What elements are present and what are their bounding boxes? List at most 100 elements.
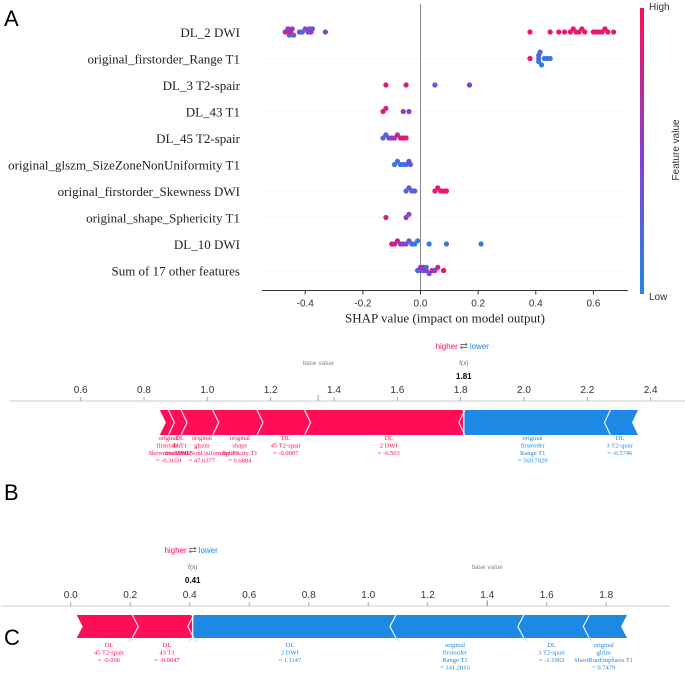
feature-label: original_glszm_SizeZoneNonUniformity T1 — [8, 158, 240, 173]
force-negative-divider — [187, 614, 195, 639]
shap-point — [415, 238, 421, 244]
force-negative-divider — [582, 614, 590, 639]
panel-label-b: B — [4, 480, 19, 505]
force-plot-b: higher ⇄ lower f(x) 1.81 base value 0.6 0.8 1.0 1… — [9, 341, 685, 465]
force-positive-label: original — [230, 435, 250, 442]
force-positive-leader — [165, 433, 170, 436]
shap-point — [426, 241, 432, 247]
shap-point — [537, 49, 543, 55]
fx-label: f(x) — [459, 360, 468, 367]
force-negative-label: 3 T2-spair — [538, 650, 566, 657]
force-negative-divider — [603, 409, 611, 436]
feature-label: DL_45 T2-spair — [156, 131, 241, 146]
shap-point — [403, 135, 409, 141]
force-positive-label: 43 T1 — [159, 650, 174, 657]
force-negative-label: = -0.5746 — [607, 450, 633, 457]
force-positive-segment — [258, 410, 312, 435]
x-tick-label: -0.4 — [297, 299, 315, 310]
force-positive-value: = -0.3659 — [156, 458, 181, 465]
force-tick-label: 1.0 — [200, 385, 214, 396]
force-negative-value: = 141.2816 — [440, 665, 470, 672]
force-negative-value: = 560.7829 — [518, 458, 548, 465]
force-negative-segment — [516, 615, 589, 638]
shap-point — [561, 29, 568, 35]
force-positive-divider — [180, 409, 188, 436]
force-positive-label: firstorder — [156, 443, 181, 450]
force-negative-leader — [394, 637, 400, 642]
shap-point — [605, 29, 611, 35]
shap-beeswarm-chart: DL_2 DWI original_firstorder_Range T1 DL_3… — [8, 2, 682, 326]
direction-arrows: ⇄ — [189, 545, 197, 556]
force-positive-label: DL — [175, 435, 184, 442]
shap-point — [383, 214, 389, 221]
force-negative-label: original — [445, 642, 465, 649]
force-positive-leader — [253, 433, 259, 436]
force-tick-label: 1.6 — [390, 385, 404, 396]
force-positive-label: Sphericity T1 — [222, 450, 257, 457]
shap-point — [406, 108, 412, 115]
shap-point — [309, 26, 316, 32]
force-positive-label: DL — [281, 435, 290, 442]
force-tick-label: 1.8 — [454, 385, 468, 396]
force-positive-label: = -6.503 — [378, 450, 400, 457]
force-positive-divider — [256, 409, 264, 436]
force-negative-segment — [603, 410, 638, 435]
shap-point — [432, 82, 438, 88]
force-negative-label: original — [523, 435, 543, 442]
shap-point — [466, 82, 473, 88]
shap-point — [322, 29, 329, 35]
force-negative-divider — [389, 614, 397, 639]
feature-label: DL_2 DWI — [180, 25, 240, 40]
feature-label: original_firstorder_Skewness DWI — [58, 184, 240, 199]
feature-label: original_shape_Sphericity T1 — [86, 211, 240, 226]
force-negative-segment — [388, 615, 523, 638]
force-tick-label: 1.0 — [361, 590, 375, 601]
force-negative-label: DL — [547, 642, 556, 649]
shap-point — [556, 29, 562, 35]
x-tick-label: 0.2 — [471, 299, 485, 310]
shap-point — [440, 267, 447, 274]
force-positive-label: original — [192, 435, 212, 442]
force-tick-label: 2.4 — [644, 385, 658, 396]
force-tick-label: 0.6 — [242, 590, 256, 601]
base-value-label: base value — [302, 360, 334, 367]
force-positive-label: DL — [163, 642, 172, 649]
force-negative-segment — [463, 410, 610, 435]
force-tick-label: 0.4 — [183, 590, 197, 601]
force-tick-label: 0.6 — [74, 385, 88, 396]
colorbar — [640, 8, 644, 294]
feature-label: DL_3 T2-spair — [163, 78, 241, 93]
force-negative-label: 3 T2-spair — [606, 443, 634, 450]
colorbar-title: Feature value — [671, 119, 682, 181]
force-negative-divider — [517, 614, 525, 639]
force-positive-segment — [182, 410, 220, 435]
force-negative-label: Range T1 — [520, 450, 545, 457]
shap-point — [383, 82, 389, 88]
force-tick-label: 1.2 — [264, 385, 278, 396]
panel-label-c: C — [4, 625, 20, 650]
x-tick-label: -0.2 — [354, 299, 372, 310]
force-negative-label: firstorder — [521, 443, 546, 450]
force-negative-leader — [609, 433, 614, 436]
force-positive-label: glszm — [194, 443, 210, 450]
force-negative-leader — [192, 637, 197, 642]
force-negative-label: = 1.1147 — [278, 657, 302, 664]
force-tick-label: 2.2 — [580, 385, 594, 396]
force-tick-label: 1.2 — [421, 590, 435, 601]
lower-label: lower — [470, 342, 489, 351]
force-negative-label: ShortRunEmphasis T1 — [574, 657, 633, 664]
force-positive-leader — [129, 637, 134, 642]
force-tick-label: 1.4 — [327, 385, 341, 396]
force-tick-label: 1.8 — [599, 590, 613, 601]
force-positive-label: 43 T1 — [172, 443, 187, 450]
shap-point — [423, 264, 429, 270]
force-positive-label: 45 T2-spair — [94, 650, 125, 657]
force-positive-leader — [188, 637, 193, 642]
force-negative-label: DL — [286, 642, 295, 649]
shap-point — [527, 55, 533, 62]
force-positive-divider — [304, 409, 312, 436]
force-positive-segment — [169, 410, 188, 435]
force-positive-value: = 47.6377 — [189, 458, 216, 465]
x-tick-label: 0.4 — [529, 299, 543, 310]
force-positive-label: = -0.0007 — [273, 450, 299, 457]
